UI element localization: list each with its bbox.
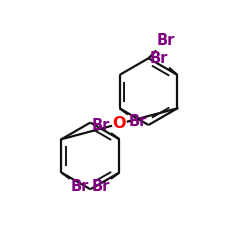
- Text: Br: Br: [156, 34, 175, 48]
- Text: O: O: [113, 116, 126, 131]
- Text: Br: Br: [150, 51, 168, 66]
- Text: Br: Br: [92, 179, 110, 194]
- Text: Br: Br: [92, 118, 110, 133]
- Text: Br: Br: [71, 179, 89, 194]
- Text: Br: Br: [129, 114, 147, 130]
- Circle shape: [112, 117, 126, 131]
